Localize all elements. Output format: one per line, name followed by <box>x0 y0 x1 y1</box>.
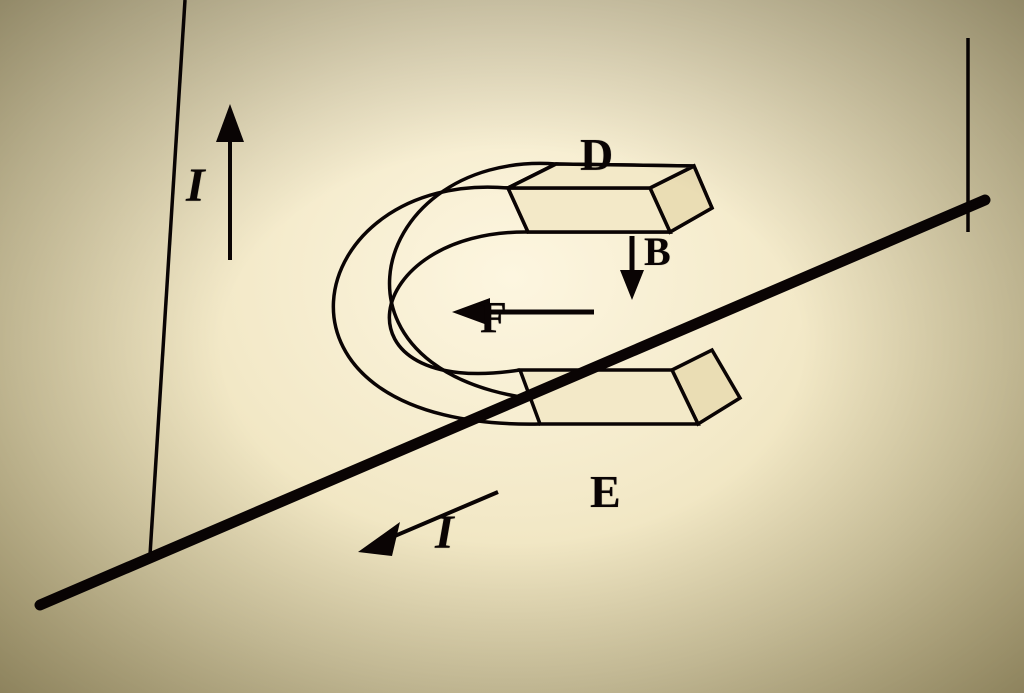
frame-left-line <box>150 0 185 555</box>
conductor-rod <box>40 200 985 605</box>
physics-diagram <box>0 0 1024 693</box>
label-E: E <box>590 465 621 518</box>
magnet-c-outer <box>333 187 540 424</box>
magnet-bottom-pole-front <box>520 370 698 424</box>
label-F: F <box>480 292 507 343</box>
arrow-B-head <box>620 270 644 300</box>
magnet-top-pole-front-over <box>508 188 670 232</box>
magnet-c-inner <box>389 232 528 374</box>
arrow-I-left-head <box>216 104 244 142</box>
label-I-left: I <box>186 158 205 213</box>
arrow-I-rod-head <box>358 522 400 556</box>
label-B: B <box>644 228 671 275</box>
label-D: D <box>580 128 613 181</box>
label-I-rod: I <box>435 505 454 560</box>
